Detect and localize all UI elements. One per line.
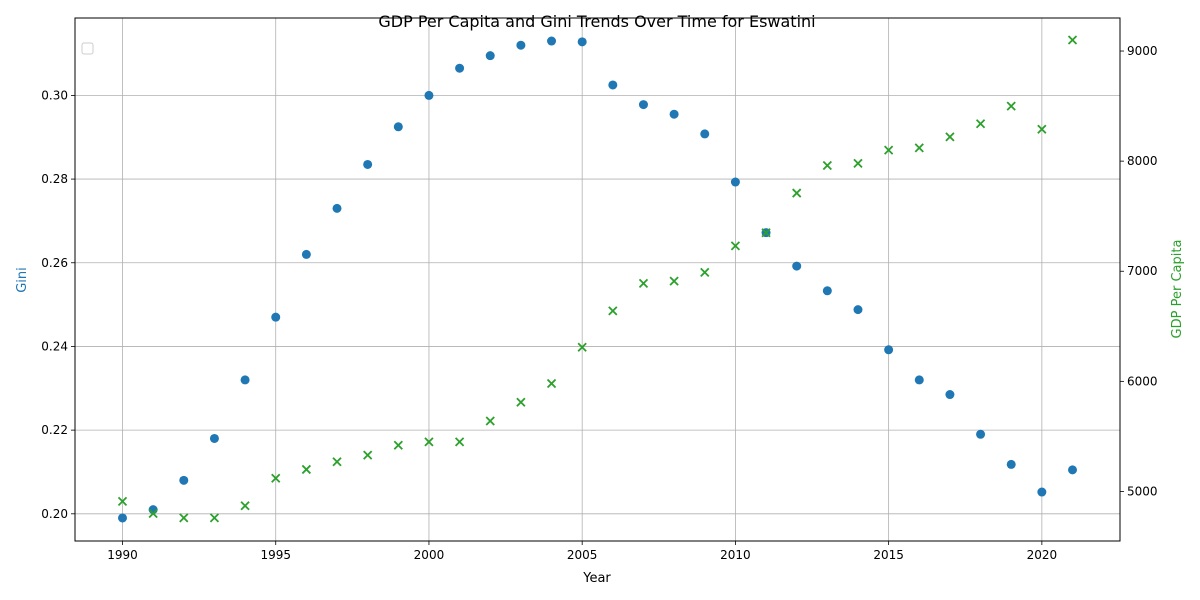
x-tick-label: 2010 [720, 548, 751, 562]
gini-point [608, 80, 618, 90]
gini-point [240, 375, 250, 385]
gdp-point [179, 513, 189, 523]
y-right-tick-label: 9000 [1127, 44, 1158, 58]
gdp-point [608, 306, 618, 316]
grid [75, 18, 1120, 541]
gini-point [485, 51, 495, 61]
plot-frame [74, 17, 1121, 542]
gdp-point [1037, 124, 1047, 134]
y-left-tick-label: 0.28 [41, 172, 68, 186]
gdp-point [148, 508, 158, 519]
gini-point [1037, 487, 1047, 497]
x-tick-label: 1990 [107, 548, 138, 562]
gini-point [976, 429, 986, 439]
gdp-point [516, 397, 526, 407]
gdp-per-capita-series [117, 35, 1078, 523]
gini-point [547, 36, 557, 46]
gini-point [301, 249, 311, 259]
gini-point [209, 433, 219, 443]
x-axis-label: Year [582, 571, 611, 586]
gdp-point [730, 241, 741, 251]
gdp-point [638, 278, 649, 288]
gdp-point [1067, 35, 1078, 45]
gdp-point [209, 513, 220, 523]
y-axis-left: 0.20 0.22 0.24 0.26 0.28 0.30 [41, 88, 75, 521]
y-right-tick-label: 6000 [1127, 374, 1158, 388]
gini-point [424, 90, 434, 100]
gini-point [730, 177, 740, 187]
x-tick-label: 2005 [567, 548, 598, 562]
gini-point [363, 159, 373, 169]
gini-point [822, 286, 832, 296]
y-axis-right: 5000 6000 7000 8000 9000 [1120, 44, 1158, 498]
x-tick-label: 1995 [260, 548, 291, 562]
gdp-point [914, 143, 924, 153]
gdp-point [792, 188, 802, 198]
gini-point [1068, 465, 1077, 475]
gdp-point [945, 132, 955, 142]
legend-box [81, 42, 94, 55]
gdp-point [271, 473, 281, 483]
gdp-point [393, 440, 403, 450]
y-left-tick-label: 0.24 [41, 339, 68, 353]
gdp-point [117, 496, 128, 506]
gini-point [516, 40, 526, 50]
gini-point [945, 390, 955, 400]
gdp-point [577, 342, 587, 352]
gdp-point [700, 267, 710, 277]
gdp-point [669, 276, 679, 286]
gdp-point [975, 119, 986, 129]
gini-point [914, 375, 924, 385]
gini-point [792, 261, 802, 271]
gini-point [393, 122, 403, 132]
x-tick-label: 2020 [1027, 548, 1058, 562]
gini-point [853, 305, 863, 315]
gini-point [271, 312, 281, 322]
gdp-point [853, 158, 863, 168]
gini-point [577, 37, 587, 47]
y-right-tick-label: 8000 [1127, 154, 1158, 168]
y-left-tick-label: 0.20 [41, 507, 68, 521]
gini-point [1006, 459, 1016, 469]
y-right-tick-label: 7000 [1127, 264, 1158, 278]
gdp-point [424, 437, 434, 447]
gdp-point [822, 160, 832, 171]
gini-point [700, 129, 710, 139]
gini-point [332, 203, 342, 213]
gini-point [455, 63, 465, 73]
y-axis-left-label: Gini [15, 267, 30, 293]
gdp-point [1006, 101, 1016, 111]
gdp-point [454, 437, 465, 447]
gdp-point [485, 416, 495, 426]
gdp-point [363, 450, 373, 460]
y-left-tick-label: 0.30 [41, 88, 68, 102]
y-right-tick-label: 5000 [1127, 484, 1158, 498]
gdp-point [240, 501, 250, 511]
chart-title: GDP Per Capita and Gini Trends Over Time… [378, 12, 815, 31]
gini-point [884, 345, 894, 355]
gini-point [179, 475, 189, 485]
x-tick-label: 2000 [414, 548, 445, 562]
gini-point [669, 109, 679, 119]
gdp-point [546, 378, 557, 389]
gini-point [638, 100, 648, 110]
y-left-tick-label: 0.22 [41, 423, 68, 437]
x-tick-label: 2015 [873, 548, 904, 562]
x-axis: 1990 1995 2000 2005 2010 2015 2020 [107, 541, 1057, 562]
y-left-tick-label: 0.26 [41, 256, 68, 270]
gini-point [118, 513, 127, 523]
gdp-point [332, 457, 342, 467]
gini-series [118, 36, 1077, 523]
gdp-point [301, 464, 312, 475]
gdp-point [883, 145, 894, 155]
y-axis-right-label: GDP Per Capita [1170, 240, 1185, 339]
gdp-point [761, 228, 771, 238]
